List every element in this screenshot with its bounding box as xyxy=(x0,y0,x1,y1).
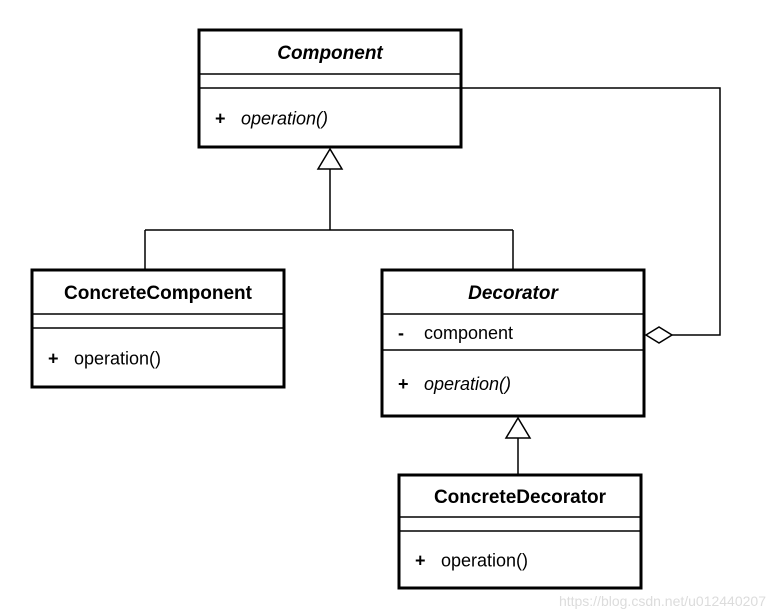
class-name-concreteDecorator: ConcreteDecorator xyxy=(434,487,607,508)
watermark-text: https://blog.csdn.net/u012440207 xyxy=(559,593,766,609)
method-text: operation() xyxy=(441,551,528,571)
method-text: operation() xyxy=(74,349,161,369)
class-concreteDecorator: ConcreteDecorator + operation() xyxy=(399,475,641,588)
method-text: operation() xyxy=(241,109,328,129)
uml-class-diagram: Component + operation() ConcreteComponent + o… xyxy=(0,0,776,614)
method-vis: + xyxy=(415,551,426,571)
generalization-arrowhead xyxy=(318,149,342,169)
method-vis: + xyxy=(398,374,409,394)
class-name-decorator: Decorator xyxy=(468,283,559,304)
class-name-concreteComponent: ConcreteComponent xyxy=(64,283,253,304)
method-vis: + xyxy=(215,109,226,129)
generalization-arrowhead xyxy=(506,418,530,438)
class-name-component: Component xyxy=(277,43,383,64)
method-text: operation() xyxy=(424,374,511,394)
attr-vis: - xyxy=(398,323,404,343)
class-decorator: Decorator -component + operation() xyxy=(382,270,644,416)
method-vis: + xyxy=(48,349,59,369)
aggregation-diamond xyxy=(646,327,672,343)
class-component: Component + operation() xyxy=(199,30,461,147)
class-concreteComponent: ConcreteComponent + operation() xyxy=(32,270,284,387)
attr-text: component xyxy=(424,323,513,343)
